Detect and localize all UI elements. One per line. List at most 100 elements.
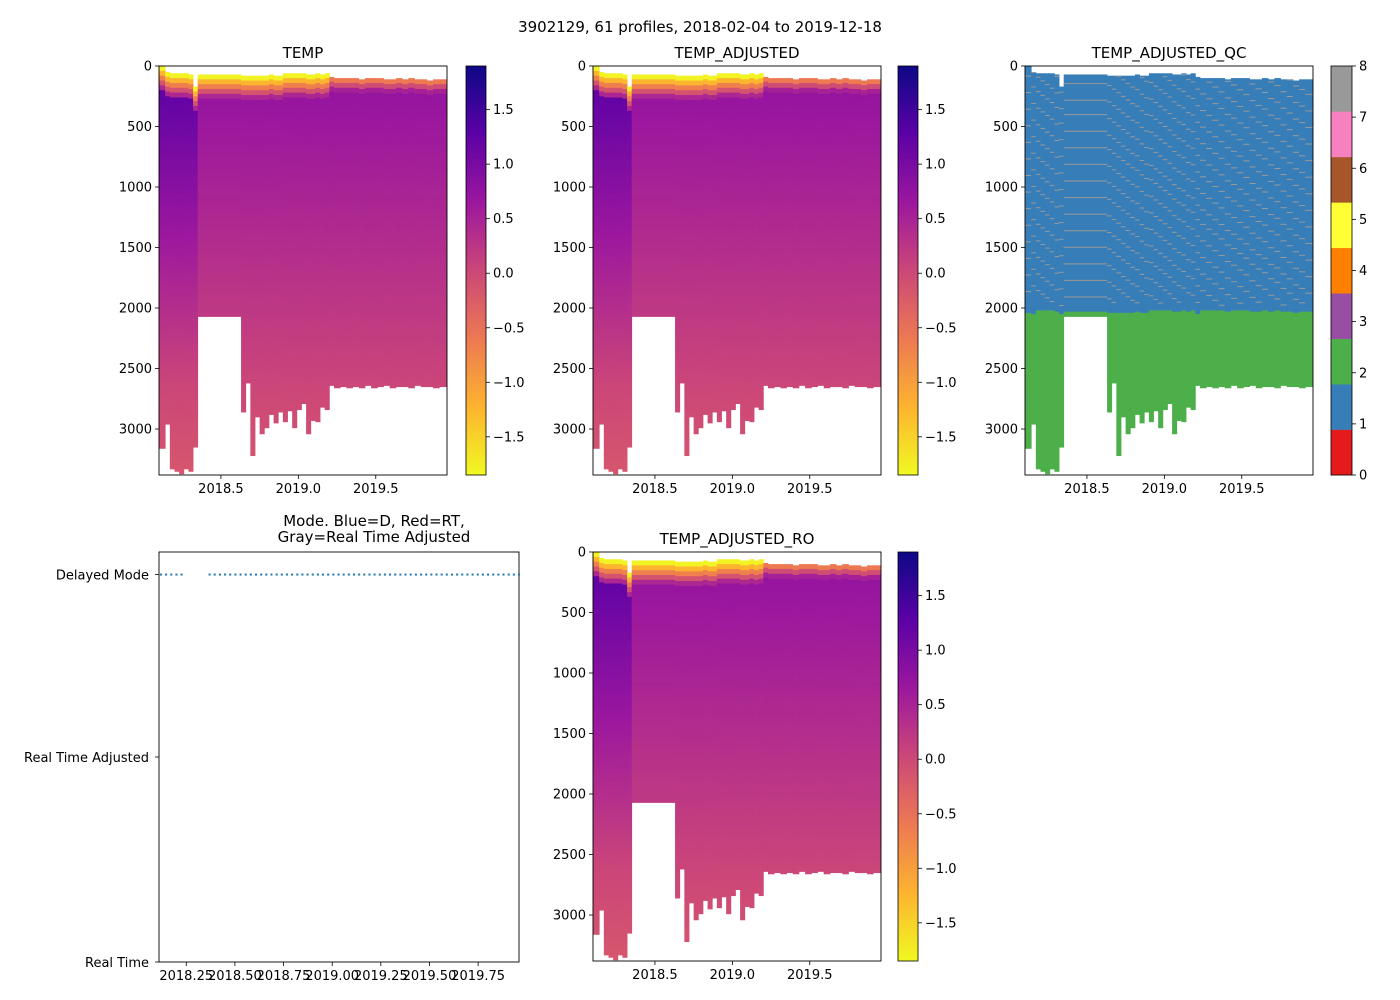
heatmap-cell: [593, 143, 600, 149]
heatmap-cell: [179, 111, 185, 118]
heatmap-cell: [402, 301, 409, 308]
heatmap-cell: [364, 276, 372, 282]
heatmap-cell: [278, 128, 284, 135]
heatmap-cell: [721, 73, 727, 79]
heatmap-cell: [301, 286, 307, 292]
heatmap-cell: [617, 194, 623, 200]
heatmap-cell: [183, 87, 189, 94]
heatmap-cell: [603, 184, 609, 190]
heatmap-cell: [608, 407, 614, 413]
heatmap-cell: [197, 180, 242, 187]
heatmap-cell: [188, 209, 194, 216]
heatmap-cell: [352, 232, 360, 239]
heatmap-cell: [255, 308, 261, 314]
heatmap-cell: [702, 190, 708, 196]
heatmap-cell: [693, 429, 699, 435]
heatmap-cell: [278, 75, 284, 81]
heatmap-cell: [395, 213, 403, 219]
heatmap-cell: [264, 361, 270, 367]
heatmap-cell: [364, 334, 372, 340]
heatmap-cell: [617, 315, 623, 321]
heatmap-cell: [712, 259, 718, 265]
heatmap-cell: [301, 102, 307, 108]
heatmap-cell: [287, 310, 293, 316]
heatmap-cell: [439, 384, 447, 388]
heatmap-cell: [245, 75, 251, 81]
heatmap-cell: [340, 242, 347, 248]
heatmap-cells: [593, 66, 881, 475]
heatmap-cell: [402, 205, 409, 211]
heatmap-cell: [684, 298, 690, 304]
heatmap-cell: [684, 332, 690, 338]
heatmap-cell: [268, 340, 274, 346]
heatmap-cell: [617, 358, 623, 365]
heatmap-cell: [603, 329, 609, 336]
heatmap-cell: [188, 447, 194, 453]
heatmap-cell: [310, 413, 316, 419]
heatmap-cell: [420, 180, 428, 187]
heatmap-cell: [698, 211, 704, 217]
heatmap-cell: [159, 317, 166, 323]
heatmap-cell: [329, 188, 335, 194]
heatmap-cell: [377, 373, 384, 379]
heatmap-cell: [631, 156, 676, 162]
heatmap-cell: [726, 397, 732, 403]
heatmap-cell: [377, 291, 384, 297]
heatmap-cell: [599, 415, 605, 421]
heatmap-cell: [426, 303, 434, 309]
heatmap-cell: [439, 316, 447, 322]
heatmap-cell: [395, 102, 403, 108]
heatmap-cell: [301, 397, 307, 403]
heatmap-cell: [315, 107, 321, 113]
heatmap-cell: [282, 199, 288, 205]
heatmap-cell: [702, 321, 708, 327]
heatmap-cell: [306, 263, 312, 269]
heatmap-cell: [420, 374, 428, 380]
heatmap-cell: [693, 351, 699, 357]
heatmap-cell: [273, 245, 279, 251]
heatmap-cell: [255, 370, 261, 377]
heatmap-cell: [617, 344, 623, 350]
heatmap-cell: [183, 421, 189, 427]
heatmap-cell: [377, 82, 384, 89]
heatmap-cell: [296, 378, 302, 384]
heatmap-cell: [684, 128, 690, 135]
heatmap-cell: [169, 445, 175, 452]
heatmap-cell: [593, 109, 600, 115]
heatmap-cell: [726, 305, 732, 311]
heatmap-cell: [183, 78, 189, 84]
heatmap-cell: [287, 266, 293, 273]
heatmap-cell: [389, 151, 397, 158]
heatmap-cell: [603, 107, 609, 113]
heatmap-cell: [395, 363, 403, 369]
heatmap-cell: [735, 276, 741, 282]
heatmap-cell: [721, 329, 727, 336]
heatmap-cell: [426, 254, 434, 261]
heatmap-cell: [268, 118, 274, 124]
heatmap-cell: [193, 164, 199, 170]
heatmap-cell: [679, 274, 685, 280]
heatmap-cell: [689, 201, 695, 207]
heatmap-cell: [426, 230, 434, 236]
heatmap-cell: [698, 95, 704, 101]
heatmap-cell: [730, 397, 736, 403]
heatmap-cell: [603, 383, 609, 389]
heatmap-cell: [608, 126, 614, 132]
heatmap-cell: [730, 349, 736, 355]
heatmap-cell: [340, 305, 347, 311]
heatmap-cell: [245, 104, 251, 110]
heatmap-cell: [287, 237, 293, 244]
heatmap-cell: [675, 167, 681, 173]
heatmap-cell: [287, 281, 293, 287]
heatmap-cell: [402, 340, 409, 346]
heatmap-cell: [264, 259, 270, 265]
heatmap-cell: [183, 194, 189, 200]
heatmap-cell: [165, 270, 171, 276]
heatmap-cell: [675, 95, 681, 101]
heatmap-cell: [352, 78, 360, 84]
heatmap-cell: [679, 124, 685, 130]
heatmap-cell: [631, 297, 676, 303]
heatmap-cell: [169, 363, 175, 369]
heatmap-cell: [414, 219, 422, 225]
heatmap-cell: [414, 127, 422, 133]
